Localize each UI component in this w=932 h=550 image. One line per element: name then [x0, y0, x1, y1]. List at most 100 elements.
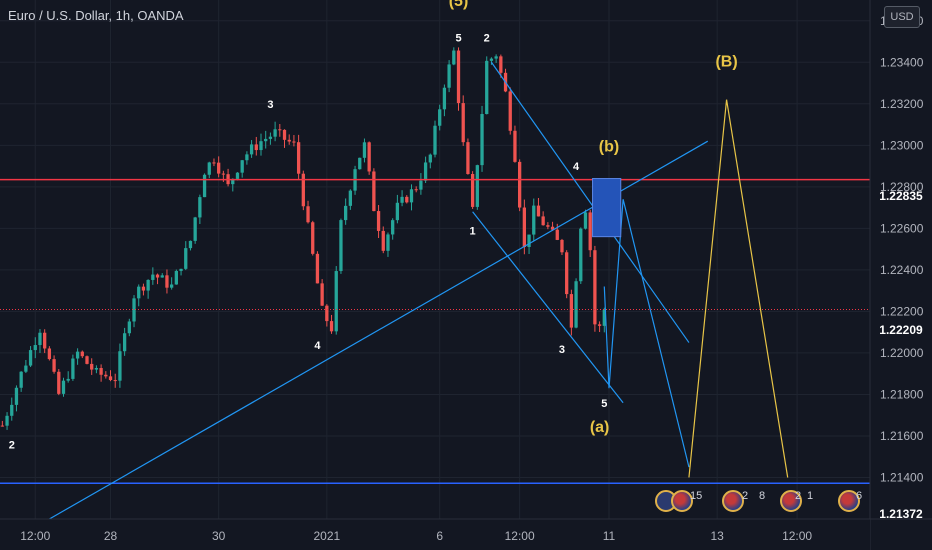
y-tick-label: 1.21400: [880, 470, 924, 484]
candle-body: [38, 332, 42, 346]
y-tick-label: 1.23000: [880, 138, 924, 152]
wave-label: (b): [599, 139, 619, 156]
candle-body: [311, 222, 315, 254]
candle-body: [127, 321, 131, 334]
candle-body: [113, 380, 117, 382]
candle-body: [452, 50, 456, 65]
candle-body: [447, 64, 451, 88]
candle-body: [282, 129, 287, 140]
candle-body: [160, 275, 164, 278]
candle-body: [579, 228, 583, 282]
candle-body: [141, 286, 146, 291]
candle-body: [240, 160, 244, 173]
event-count: 2: [795, 490, 802, 502]
us-flag-icon[interactable]: [780, 490, 802, 512]
candle-body: [122, 333, 127, 352]
candle-body: [541, 216, 545, 226]
x-tick-label: 12:00: [782, 529, 812, 543]
candle-body: [202, 174, 207, 198]
candle-body: [19, 371, 23, 388]
candle-body: [475, 165, 479, 207]
y-tick-label: 1.22000: [880, 346, 924, 360]
candle-body: [395, 202, 400, 221]
candle-body: [296, 142, 301, 174]
candle-body: [165, 275, 169, 288]
candle-body: [560, 239, 564, 253]
candle-body: [217, 162, 221, 174]
candle-body: [47, 348, 52, 360]
candle-body: [489, 58, 494, 61]
candle-body: [419, 180, 423, 190]
candle-body: [527, 234, 531, 247]
candle-body: [602, 309, 606, 326]
candle-body: [565, 252, 569, 295]
candle-body: [221, 173, 226, 175]
chart-title: Euro / U.S. Dollar, 1h, OANDA: [8, 8, 184, 23]
candle-body: [532, 205, 536, 235]
x-tick-label: 12:00: [20, 529, 50, 543]
candle-body: [14, 387, 19, 405]
candle-body: [593, 250, 597, 325]
candle-body: [409, 189, 414, 203]
candle-body: [546, 225, 550, 227]
candle-body: [376, 211, 381, 231]
candle-body: [414, 189, 418, 191]
resistance-price-tag: 1.22835: [879, 189, 923, 203]
event-count: 2: [742, 490, 749, 502]
wave-label: 5: [601, 398, 607, 410]
trendline: [603, 199, 690, 468]
candle-body: [423, 162, 428, 181]
candle-body: [259, 141, 263, 151]
candle-body: [80, 351, 84, 357]
candle-body: [456, 50, 461, 104]
candle-body: [170, 284, 174, 288]
candle-body: [24, 365, 28, 372]
candle-body: [574, 281, 578, 328]
candle-body: [391, 220, 395, 235]
x-tick-label: 13: [710, 529, 724, 543]
horizontal-lines: [0, 178, 870, 485]
candle-body: [301, 173, 305, 207]
x-tick-label: 2021: [313, 529, 340, 543]
candle-body: [362, 142, 367, 158]
candle-body: [470, 174, 475, 207]
candle-body: [508, 91, 512, 131]
wave-label: 3: [559, 344, 565, 356]
y-tick-label: 1.23400: [880, 55, 924, 69]
wave-label: (B): [715, 53, 737, 70]
candle-body: [522, 207, 526, 247]
candle-body: [438, 109, 442, 126]
candle-body: [212, 162, 216, 164]
candle-body: [184, 248, 188, 269]
candle-body: [428, 154, 432, 163]
event-count: 8: [759, 490, 766, 502]
candle-body: [249, 144, 254, 155]
candle-body: [10, 404, 14, 416]
candle-body: [207, 162, 211, 175]
x-tick-label: 6: [436, 529, 443, 543]
candle-body: [104, 374, 108, 377]
target-box: [592, 178, 622, 238]
us-flag-icon[interactable]: [722, 490, 744, 512]
candle-body: [108, 376, 113, 381]
us-flag-icon[interactable]: [838, 490, 860, 512]
event-count: 15: [690, 490, 703, 502]
candle-body: [405, 196, 409, 203]
candle-body: [254, 144, 258, 151]
candle-body: [306, 206, 310, 223]
chart-grid: [0, 0, 870, 519]
currency-button[interactable]: USD: [884, 6, 920, 28]
candle-body: [231, 178, 235, 185]
wave-label: 2: [484, 33, 490, 45]
trendline: [688, 99, 789, 478]
candle-body: [329, 321, 334, 332]
candle-body: [287, 139, 291, 142]
candle-body: [367, 142, 371, 172]
candle-body: [264, 138, 268, 142]
y-tick-label: 1.22400: [880, 263, 924, 277]
candle-body: [146, 279, 150, 291]
candle-body: [66, 378, 70, 381]
x-tick-label: 12:00: [505, 529, 535, 543]
us-flag-icon[interactable]: [671, 490, 693, 512]
